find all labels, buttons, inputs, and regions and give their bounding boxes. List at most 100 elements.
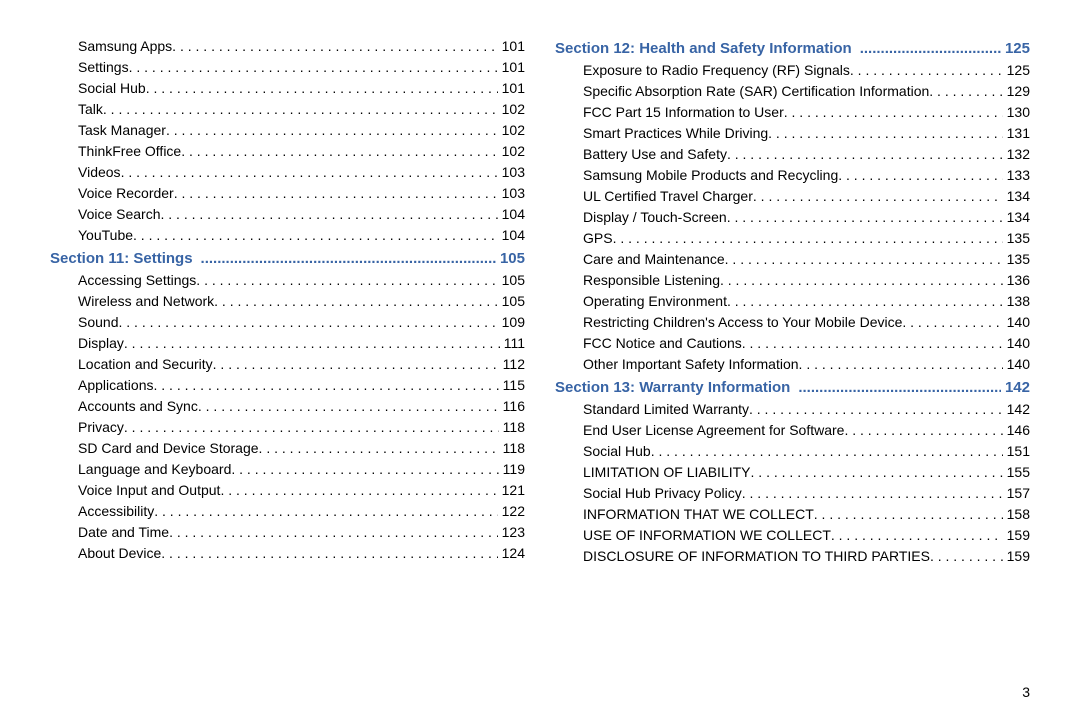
toc-entry-label: Display / Touch-Screen [583,207,727,228]
toc-entry-dots [196,270,497,291]
toc-entry-dots [213,354,499,375]
toc-entry-dots [742,333,1003,354]
toc-entry-page: 101 [498,78,525,99]
toc-sub-entry: SD Card and Device Storage 118 [50,438,525,459]
toc-sub-entry: Voice Input and Output 121 [50,480,525,501]
toc-entry-dots [154,501,497,522]
toc-entry-dots [103,99,498,120]
toc-entry-dots [124,417,499,438]
toc-sub-entry: Videos 103 [50,162,525,183]
toc-entry-label: Social Hub [78,78,146,99]
toc-entry-page: 121 [498,480,525,501]
toc-right-column: Section 12: Health and Safety Informatio… [555,36,1030,680]
toc-entry-dots [768,123,1002,144]
toc-entry-dots [727,291,1003,312]
toc-entry-page: 116 [499,396,525,417]
toc-sub-entry: Display 111 [50,333,525,354]
toc-entry-page: 103 [498,162,525,183]
toc-sub-entry: USE OF INFORMATION WE COLLECT 159 [555,525,1030,546]
toc-entry-label: Samsung Apps [78,36,172,57]
toc-entry-label: Smart Practices While Driving [583,123,768,144]
toc-sub-entry: DISCLOSURE OF INFORMATION TO THIRD PARTI… [555,546,1030,567]
toc-entry-dots [118,312,497,333]
toc-entry-dots [902,312,1002,333]
toc-entry-label: Location and Security [78,354,213,375]
toc-entry-dots [201,248,496,270]
toc-entry-dots [146,78,498,99]
toc-entry-label: Care and Maintenance [583,249,725,270]
toc-entry-dots [753,186,1003,207]
toc-entry-page: 101 [498,57,525,78]
toc-entry-label: Videos [78,162,121,183]
toc-entry-label: Accounts and Sync [78,396,198,417]
toc-sub-entry: FCC Part 15 Information to User 130 [555,102,1030,123]
toc-sub-entry: Voice Search 104 [50,204,525,225]
toc-sub-entry: Social Hub 151 [555,441,1030,462]
toc-entry-dots [742,483,1003,504]
toc-entry-label: Voice Input and Output [78,480,220,501]
toc-sub-entry: Date and Time 123 [50,522,525,543]
toc-sub-entry: Settings 101 [50,57,525,78]
toc-entry-label: Task Manager [78,120,166,141]
toc-entry-page: 136 [1003,270,1030,291]
toc-entry-page: 157 [1003,483,1030,504]
toc-entry-dots [161,543,497,564]
toc-entry-label: Battery Use and Safety [583,144,727,165]
toc-entry-label: USE OF INFORMATION WE COLLECT [583,525,831,546]
toc-entry-label: Operating Environment [583,291,727,312]
toc-entry-label: DISCLOSURE OF INFORMATION TO THIRD PARTI… [583,546,930,567]
toc-sub-entry: GPS 135 [555,228,1030,249]
toc-entry-dots [161,204,498,225]
toc-entry-dots [749,399,1003,420]
toc-sub-entry: Wireless and Network 105 [50,291,525,312]
toc-entry-dots [129,57,498,78]
toc-sub-entry: Exposure to Radio Frequency (RF) Signals… [555,60,1030,81]
toc-entry-dots [121,162,498,183]
toc-entry-label: Accessing Settings [78,270,196,291]
toc-entry-dots [725,249,1003,270]
toc-entry-dots [814,504,1003,525]
toc-entry-page: 134 [1003,207,1030,228]
toc-entry-dots [231,459,498,480]
toc-sub-entry: Privacy 118 [50,417,525,438]
toc-sub-entry: End User License Agreement for Software … [555,420,1030,441]
toc-entry-dots [751,462,1003,483]
toc-sub-entry: Battery Use and Safety 132 [555,144,1030,165]
toc-entry-label: Samsung Mobile Products and Recycling [583,165,838,186]
toc-entry-page: 102 [498,141,525,162]
toc-entry-page: 146 [1003,420,1030,441]
toc-entry-dots [838,165,1002,186]
toc-entry-label: INFORMATION THAT WE COLLECT [583,504,814,525]
toc-entry-page: 138 [1003,291,1030,312]
toc-entry-dots [844,420,1002,441]
toc-entry-dots [172,36,497,57]
toc-entry-dots [930,546,1003,567]
toc-entry-page: 123 [498,522,525,543]
toc-entry-page: 115 [499,375,525,396]
toc-entry-dots [154,375,499,396]
toc-entry-dots [220,480,497,501]
toc-entry-page: 101 [498,36,525,57]
toc-entry-dots [798,377,1001,399]
toc-sub-entry: Accounts and Sync 116 [50,396,525,417]
toc-section-entry: Section 11: Settings 105 [50,248,525,270]
toc-entry-label: Section 11: Settings [50,248,193,270]
toc-entry-page: 142 [1003,399,1030,420]
toc-entry-page: 109 [498,312,525,333]
toc-entry-dots [831,525,1003,546]
toc-entry-page: 134 [1003,186,1030,207]
toc-entry-label: Social Hub [583,441,651,462]
toc-entry-page: 102 [498,120,525,141]
toc-entry-label: Voice Recorder [78,183,174,204]
toc-entry-page: 159 [1003,546,1030,567]
toc-entry-page: 125 [1003,60,1030,81]
toc-entry-dots [799,354,1003,375]
toc-sub-entry: Specific Absorption Rate (SAR) Certifica… [555,81,1030,102]
toc-sub-entry: Other Important Safety Information 140 [555,354,1030,375]
toc-entry-dots [784,102,1003,123]
toc-sub-entry: UL Certified Travel Charger 134 [555,186,1030,207]
toc-entry-dots [198,396,499,417]
toc-entry-page: 102 [498,99,525,120]
toc-entry-label: Accessibility [78,501,154,522]
toc-entry-label: Sound [78,312,118,333]
